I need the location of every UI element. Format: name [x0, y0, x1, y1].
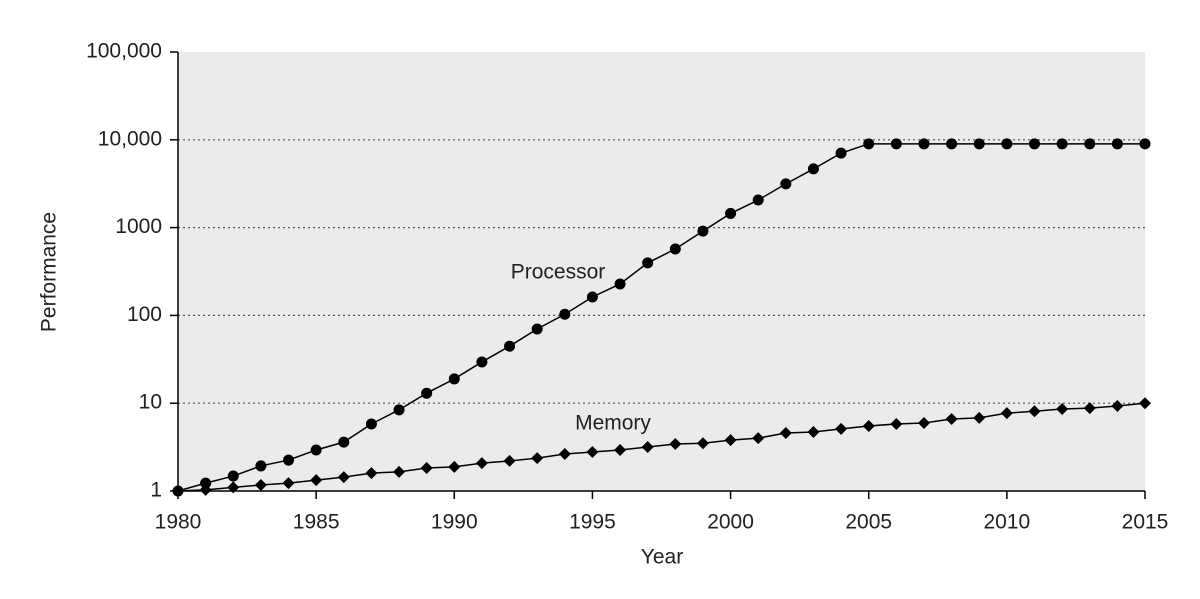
marker	[475, 457, 488, 470]
y-tick-label: 1	[150, 479, 162, 502]
marker	[1056, 138, 1068, 150]
y-tick-label: 100,000	[86, 40, 162, 63]
marker	[1001, 138, 1013, 150]
x-tick-label: 2005	[845, 511, 892, 534]
marker	[807, 163, 819, 175]
marker	[199, 483, 212, 496]
marker	[200, 477, 212, 489]
marker	[310, 474, 323, 487]
marker	[559, 308, 571, 320]
marker	[1084, 138, 1096, 150]
series-label: Processor	[511, 261, 606, 284]
y-tick-label: 1000	[115, 215, 162, 238]
y-tick-label: 100	[127, 303, 162, 326]
marker	[614, 444, 627, 457]
marker	[227, 470, 239, 482]
marker	[1056, 402, 1069, 415]
marker	[917, 416, 930, 429]
marker	[172, 485, 184, 497]
marker	[642, 257, 654, 269]
marker	[946, 138, 958, 150]
x-tick-label: 1995	[569, 511, 616, 534]
marker	[337, 471, 350, 484]
marker	[918, 138, 930, 150]
x-tick-label: 2010	[983, 511, 1030, 534]
marker	[807, 425, 820, 438]
marker	[255, 460, 267, 472]
marker	[669, 243, 681, 255]
x-axis-title: Year	[641, 546, 683, 569]
marker	[448, 460, 461, 473]
marker	[697, 225, 709, 237]
marker	[476, 356, 488, 368]
marker	[724, 434, 737, 447]
marker	[696, 437, 709, 450]
marker	[393, 404, 405, 416]
marker	[780, 178, 792, 190]
marker	[310, 444, 322, 456]
marker	[890, 138, 902, 150]
marker	[641, 441, 654, 454]
series-label: Memory	[575, 412, 651, 435]
marker	[586, 291, 598, 303]
marker	[1083, 402, 1096, 415]
x-tick-label: 2000	[707, 511, 754, 534]
marker	[282, 477, 295, 490]
marker	[1000, 407, 1013, 420]
y-tick-label: 10	[139, 391, 162, 414]
marker	[1028, 405, 1041, 418]
marker	[338, 436, 350, 448]
marker	[614, 278, 626, 290]
marker	[393, 465, 406, 478]
marker	[254, 479, 267, 492]
marker	[586, 446, 599, 459]
marker	[420, 461, 433, 474]
x-tick-label: 1985	[293, 511, 340, 534]
marker	[283, 454, 295, 466]
marker	[1139, 138, 1151, 150]
marker	[1028, 138, 1040, 150]
marker	[752, 432, 765, 445]
marker	[365, 418, 377, 430]
marker	[862, 419, 875, 432]
marker	[227, 481, 240, 494]
marker	[503, 454, 516, 467]
marker	[973, 138, 985, 150]
marker	[504, 340, 516, 352]
marker	[945, 413, 958, 426]
marker	[448, 373, 460, 385]
marker	[531, 452, 544, 465]
marker	[1111, 138, 1123, 150]
marker	[1139, 397, 1151, 410]
marker	[973, 411, 986, 424]
plot-area	[178, 52, 1145, 491]
marker	[752, 194, 764, 206]
x-tick-label: 2015	[1122, 511, 1169, 534]
marker	[669, 438, 682, 451]
marker	[835, 422, 848, 435]
marker	[779, 427, 792, 440]
marker	[558, 447, 571, 460]
marker	[890, 417, 903, 430]
y-tick-label: 10,000	[98, 127, 162, 150]
marker	[1111, 399, 1124, 412]
marker	[421, 387, 433, 399]
marker	[835, 147, 847, 159]
y-axis-title: Performance	[38, 212, 61, 332]
marker	[863, 138, 875, 150]
x-tick-label: 1980	[155, 511, 202, 534]
marker	[531, 323, 543, 335]
marker	[365, 467, 378, 480]
x-tick-label: 1990	[431, 511, 478, 534]
marker	[725, 207, 737, 219]
